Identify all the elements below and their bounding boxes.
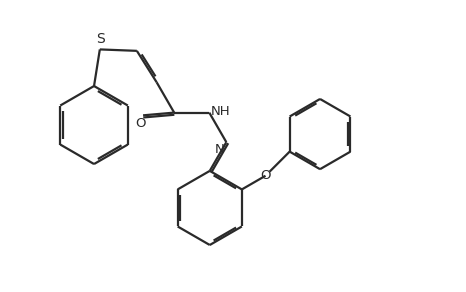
Text: O: O (135, 117, 145, 130)
Text: S: S (96, 32, 105, 46)
Text: O: O (260, 169, 271, 182)
Text: N: N (215, 143, 225, 156)
Text: NH: NH (211, 105, 231, 118)
